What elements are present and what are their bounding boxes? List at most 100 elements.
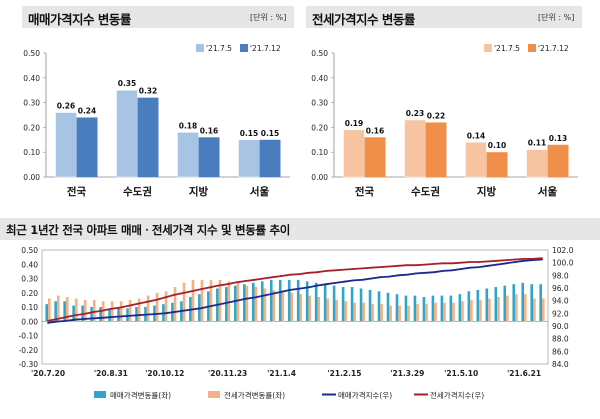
- trend-jeonse-rate-bar: [470, 299, 473, 322]
- trend-sale-index-line: [47, 258, 543, 324]
- trend-jeonse-rate-bar: [191, 279, 195, 322]
- trend-sale-index-point: [334, 282, 337, 284]
- jeonse-category-label: 서울: [538, 185, 558, 198]
- trend-sale-rate-bar: [512, 284, 516, 322]
- trend-sale-rate-bar: [359, 288, 363, 322]
- trend-sale-index-point: [181, 309, 184, 312]
- trend-sale-index-point: [217, 303, 220, 306]
- sale-y-tick-label: 0.40: [23, 74, 40, 83]
- jeonse-bar: [526, 149, 548, 178]
- trend-jeonse-index-point: [478, 261, 481, 263]
- trend-sale-index-point: [271, 292, 274, 295]
- sale-bar: [177, 132, 199, 178]
- trend-sale-rate-bar: [108, 308, 111, 322]
- trend-sale-index-point: [424, 271, 427, 274]
- trend-jeonse-index-point: [541, 257, 543, 260]
- sale-data-label: 0.32: [139, 87, 158, 96]
- trend-right-tick-label: 100.0: [552, 259, 574, 268]
- trend-jeonse-index-point: [496, 259, 498, 262]
- jeonse-bar: [465, 142, 487, 178]
- trend-jeonse-rate-bar: [137, 298, 141, 322]
- sale-y-tick-label: 0.50: [23, 49, 40, 58]
- trend-sale-index-point: [388, 275, 391, 278]
- trend-sale-rate-bar: [225, 287, 228, 322]
- trend-sale-rate-bar: [45, 304, 48, 322]
- trend-sale-rate-bar: [323, 284, 327, 322]
- trend-jeonse-rate-bar: [407, 305, 410, 322]
- trend-sale-rate-bar: [440, 295, 444, 322]
- trend-sale-index-point: [262, 294, 265, 297]
- trend-left-tick-label: -0.10: [19, 332, 39, 341]
- trend-jeonse-rate-bar: [254, 287, 258, 322]
- trend-jeonse-index-point: [208, 286, 211, 289]
- trend-legend-label: 매매가격지수(우): [338, 390, 392, 400]
- trend-jeonse-index-point: [172, 294, 175, 296]
- trend-jeonse-rate-bar: [200, 279, 204, 322]
- trend-sale-rate-bar: [422, 297, 426, 322]
- trend-sale-index-point: [433, 271, 436, 274]
- trend-jeonse-rate-bar: [56, 295, 60, 322]
- trend-jeonse-rate-bar: [353, 302, 356, 322]
- trend-jeonse-index-point: [163, 296, 166, 299]
- trend-jeonse-index-point: [307, 271, 310, 274]
- sale-category-label: 지방: [189, 185, 209, 198]
- trend-sale-index-point: [451, 269, 454, 272]
- trend-jeonse-rate-bar: [299, 294, 303, 322]
- trend-jeonse-rate-bar: [506, 295, 509, 322]
- trend-sale-index-point: [289, 289, 292, 291]
- trend-jeonse-index-point: [217, 284, 220, 287]
- trend-jeonse-index-point: [271, 276, 274, 279]
- sale-panel-title: 매매가격지수 변동률: [28, 12, 131, 27]
- trend-sale-index-point: [406, 273, 409, 276]
- trend-jeonse-rate-bar: [533, 298, 536, 322]
- trend-jeonse-rate-bar: [371, 304, 374, 322]
- sale-legend-swatch: [196, 44, 204, 52]
- sale-data-label: 0.16: [200, 126, 219, 135]
- trend-jeonse-rate-bar: [425, 304, 428, 322]
- trend-sale-rate-bar: [341, 287, 345, 322]
- trend-left-tick-label: -0.20: [19, 346, 39, 355]
- trend-jeonse-rate-bar: [65, 297, 69, 322]
- trend-sale-rate-bar: [530, 284, 534, 322]
- trend-jeonse-index-point: [109, 308, 112, 310]
- sale-data-label: 0.18: [179, 121, 198, 130]
- trend-jeonse-rate-bar: [74, 298, 78, 322]
- trend-sale-index-point: [514, 261, 516, 263]
- sale-bar: [116, 89, 138, 178]
- jeonse-bar: [425, 122, 447, 177]
- trend-sale-rate-bar: [458, 294, 462, 322]
- trend-sale-rate-bar: [503, 285, 507, 322]
- trend-sale-rate-bar: [467, 291, 471, 322]
- trend-x-tick-label: '21.5.10: [444, 369, 478, 378]
- trend-x-tick-label: '20.7.20: [31, 369, 65, 378]
- trend-jeonse-index-point: [181, 292, 184, 294]
- trend-jeonse-index-point: [433, 263, 436, 265]
- trend-jeonse-index-point: [514, 258, 516, 261]
- trend-sale-index-point: [154, 313, 157, 315]
- trend-sale-index-point: [226, 301, 229, 304]
- trend-jeonse-index-point: [523, 257, 525, 260]
- trend-jeonse-index-point: [244, 280, 247, 282]
- sale-legend-swatch: [240, 44, 248, 52]
- jeonse-data-label: 0.10: [488, 141, 507, 150]
- trend-jeonse-index-point: [352, 268, 355, 270]
- sale-category-label: 전국: [67, 185, 87, 198]
- jeonse-data-label: 0.16: [366, 126, 385, 135]
- jeonse-bar: [547, 144, 569, 177]
- trend-sale-rate-bar: [350, 287, 354, 322]
- sale-unit-label: [단위 : %]: [250, 13, 287, 22]
- jeonse-data-label: 0.22: [427, 111, 446, 120]
- trend-sale-index-point: [370, 277, 373, 280]
- trend-sale-rate-bar: [404, 295, 408, 322]
- trend-jeonse-index-point: [451, 262, 454, 265]
- trend-sale-index-point: [100, 316, 103, 319]
- trend-sale-rate-bar: [368, 289, 372, 322]
- trend-jeonse-index-point: [460, 261, 463, 264]
- trend-jeonse-index-point: [343, 268, 346, 271]
- sale-bar: [259, 139, 281, 177]
- trend-jeonse-index-point: [298, 273, 301, 275]
- trend-sale-rate-bar: [278, 279, 282, 322]
- trend-sale-rate-bar: [63, 301, 66, 322]
- trend-panel-header: 최근 1년간 전국 아파트 매매ㆍ전세가격 지수 및 변동률 추이: [0, 218, 600, 240]
